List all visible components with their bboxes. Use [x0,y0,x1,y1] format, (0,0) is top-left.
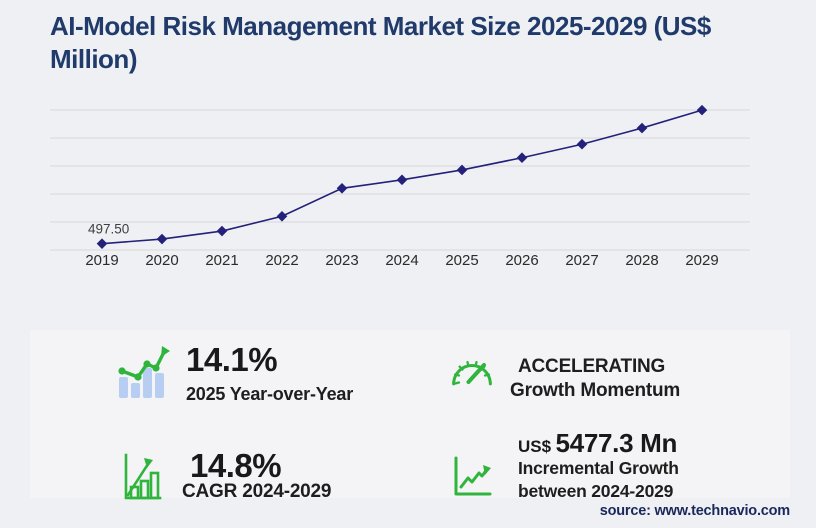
x-axis-tick-label: 2029 [685,252,718,269]
x-axis-tick-label: 2021 [205,252,238,269]
x-axis-tick-label: 2022 [265,252,298,269]
x-axis-tick-label: 2025 [445,252,478,269]
stat-cagr-value: 14.8% [190,447,282,484]
page-title: AI-Model Risk Management Market Size 202… [50,11,711,74]
x-axis-tick-label: 2024 [385,252,418,269]
source-attribution: source: www.technavio.com [599,503,790,519]
stat-momentum-label: Growth Momentum [510,380,681,401]
x-axis-tick-label: 2026 [505,252,538,269]
line-growth-axis-icon [454,456,492,496]
first-point-data-label: 497.50 [88,222,129,237]
stats-panel [30,330,790,498]
stat-yoy-value: 14.1% [186,341,278,378]
stat-incremental-value: US$ 5477.3 Mn [518,428,678,458]
bar-line-growth-icon [118,346,170,398]
stat-incremental-label: Incremental Growth [518,458,679,478]
stat-incremental-label2: between 2024-2029 [518,481,674,501]
stat-momentum-value: ACCELERATING [518,356,666,377]
x-axis-tick-label: 2028 [625,252,658,269]
x-axis-tick-label: 2023 [325,252,358,269]
stat-cagr-label: CAGR 2024-2029 [182,481,332,502]
x-axis-tick-label: 2019 [85,252,118,269]
bar-chart-arrow-icon [124,453,162,500]
currency-prefix: US$ [518,437,552,456]
x-axis-tick-label: 2020 [145,252,178,269]
gauge-icon [452,360,492,386]
stat-yoy-label: 2025 Year-over-Year [186,384,354,404]
x-axis-tick-label: 2027 [565,252,598,269]
market-size-line-chart: 497.50 2019 2020 2021 2022 2023 2024 2025 2026 20… [50,104,750,269]
